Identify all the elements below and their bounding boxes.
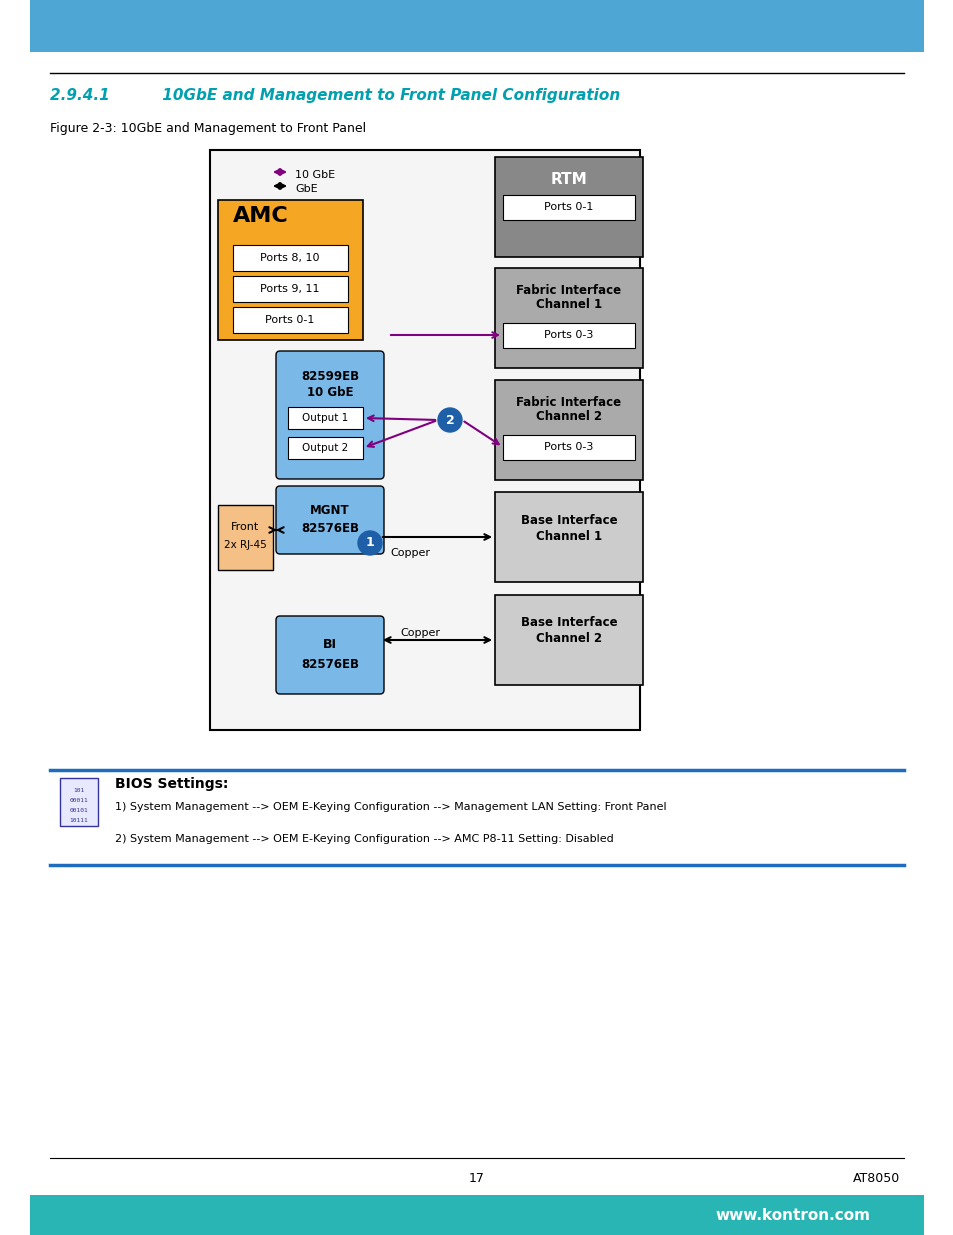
Text: 1: 1 xyxy=(365,536,374,550)
Circle shape xyxy=(437,408,461,432)
FancyBboxPatch shape xyxy=(233,275,348,303)
Text: Copper: Copper xyxy=(390,548,430,558)
Text: Ports 0-3: Ports 0-3 xyxy=(544,442,593,452)
Text: 00011: 00011 xyxy=(70,798,89,803)
Text: 2) System Management --> OEM E-Keying Configuration --> AMC P8-11 Setting: Disab: 2) System Management --> OEM E-Keying Co… xyxy=(115,834,613,844)
Text: Copper: Copper xyxy=(399,629,439,638)
Text: 82576EB: 82576EB xyxy=(301,521,358,535)
Text: AT8050: AT8050 xyxy=(852,1172,899,1186)
Text: www.kontron.com: www.kontron.com xyxy=(714,1208,869,1223)
Text: Output 2: Output 2 xyxy=(301,443,348,453)
Text: Channel 2: Channel 2 xyxy=(536,632,601,646)
Text: Channel 1: Channel 1 xyxy=(536,530,601,542)
FancyBboxPatch shape xyxy=(275,351,384,479)
FancyBboxPatch shape xyxy=(233,245,348,270)
Text: Channel 1: Channel 1 xyxy=(536,299,601,311)
Text: 10 GbE: 10 GbE xyxy=(307,387,353,399)
Text: 82576EB: 82576EB xyxy=(301,658,358,672)
Text: MGNT: MGNT xyxy=(310,504,350,516)
FancyBboxPatch shape xyxy=(218,505,273,571)
Text: Fabric Interface: Fabric Interface xyxy=(516,284,621,296)
Text: 10111: 10111 xyxy=(70,818,89,823)
Text: GbE: GbE xyxy=(294,184,317,194)
Text: 2: 2 xyxy=(445,414,454,426)
FancyBboxPatch shape xyxy=(502,435,635,459)
Text: 10 GbE: 10 GbE xyxy=(294,170,335,180)
FancyBboxPatch shape xyxy=(495,380,642,480)
Text: BIOS Settings:: BIOS Settings: xyxy=(115,777,228,790)
Text: Ports 8, 10: Ports 8, 10 xyxy=(260,253,319,263)
FancyBboxPatch shape xyxy=(275,487,384,555)
Circle shape xyxy=(357,531,381,555)
Text: Base Interface: Base Interface xyxy=(520,616,617,630)
Text: Ports 0-3: Ports 0-3 xyxy=(544,330,593,340)
FancyBboxPatch shape xyxy=(502,324,635,348)
Text: Base Interface: Base Interface xyxy=(520,514,617,526)
Text: Channel 2: Channel 2 xyxy=(536,410,601,424)
FancyBboxPatch shape xyxy=(495,595,642,685)
FancyBboxPatch shape xyxy=(495,268,642,368)
Text: 17: 17 xyxy=(469,1172,484,1186)
Text: Ports 0-1: Ports 0-1 xyxy=(265,315,314,325)
FancyBboxPatch shape xyxy=(218,200,363,340)
FancyBboxPatch shape xyxy=(288,408,363,429)
Text: 101: 101 xyxy=(73,788,85,793)
Text: Output 1: Output 1 xyxy=(301,412,348,424)
Text: 2x RJ-45: 2x RJ-45 xyxy=(223,540,266,550)
Text: Figure 2-3: 10GbE and Management to Front Panel: Figure 2-3: 10GbE and Management to Fron… xyxy=(50,122,366,135)
Text: 2.9.4.1          10GbE and Management to Front Panel Configuration: 2.9.4.1 10GbE and Management to Front Pa… xyxy=(50,88,619,103)
Text: RTM: RTM xyxy=(550,172,587,186)
Text: Ports 9, 11: Ports 9, 11 xyxy=(260,284,319,294)
Text: 00101: 00101 xyxy=(70,808,89,813)
FancyBboxPatch shape xyxy=(60,778,98,826)
Text: Fabric Interface: Fabric Interface xyxy=(516,395,621,409)
FancyBboxPatch shape xyxy=(210,149,639,730)
Text: BI: BI xyxy=(323,638,336,652)
Text: 82599EB: 82599EB xyxy=(300,370,358,384)
Text: Ports 0-1: Ports 0-1 xyxy=(544,203,593,212)
Text: AMC: AMC xyxy=(233,206,289,226)
FancyBboxPatch shape xyxy=(288,437,363,459)
FancyBboxPatch shape xyxy=(30,1195,923,1235)
Text: Front: Front xyxy=(231,522,259,532)
FancyBboxPatch shape xyxy=(495,157,642,257)
Text: 1) System Management --> OEM E-Keying Configuration --> Management LAN Setting: : 1) System Management --> OEM E-Keying Co… xyxy=(115,802,666,811)
FancyBboxPatch shape xyxy=(495,492,642,582)
FancyBboxPatch shape xyxy=(502,195,635,220)
FancyBboxPatch shape xyxy=(233,308,348,333)
FancyBboxPatch shape xyxy=(30,0,923,52)
FancyBboxPatch shape xyxy=(275,616,384,694)
